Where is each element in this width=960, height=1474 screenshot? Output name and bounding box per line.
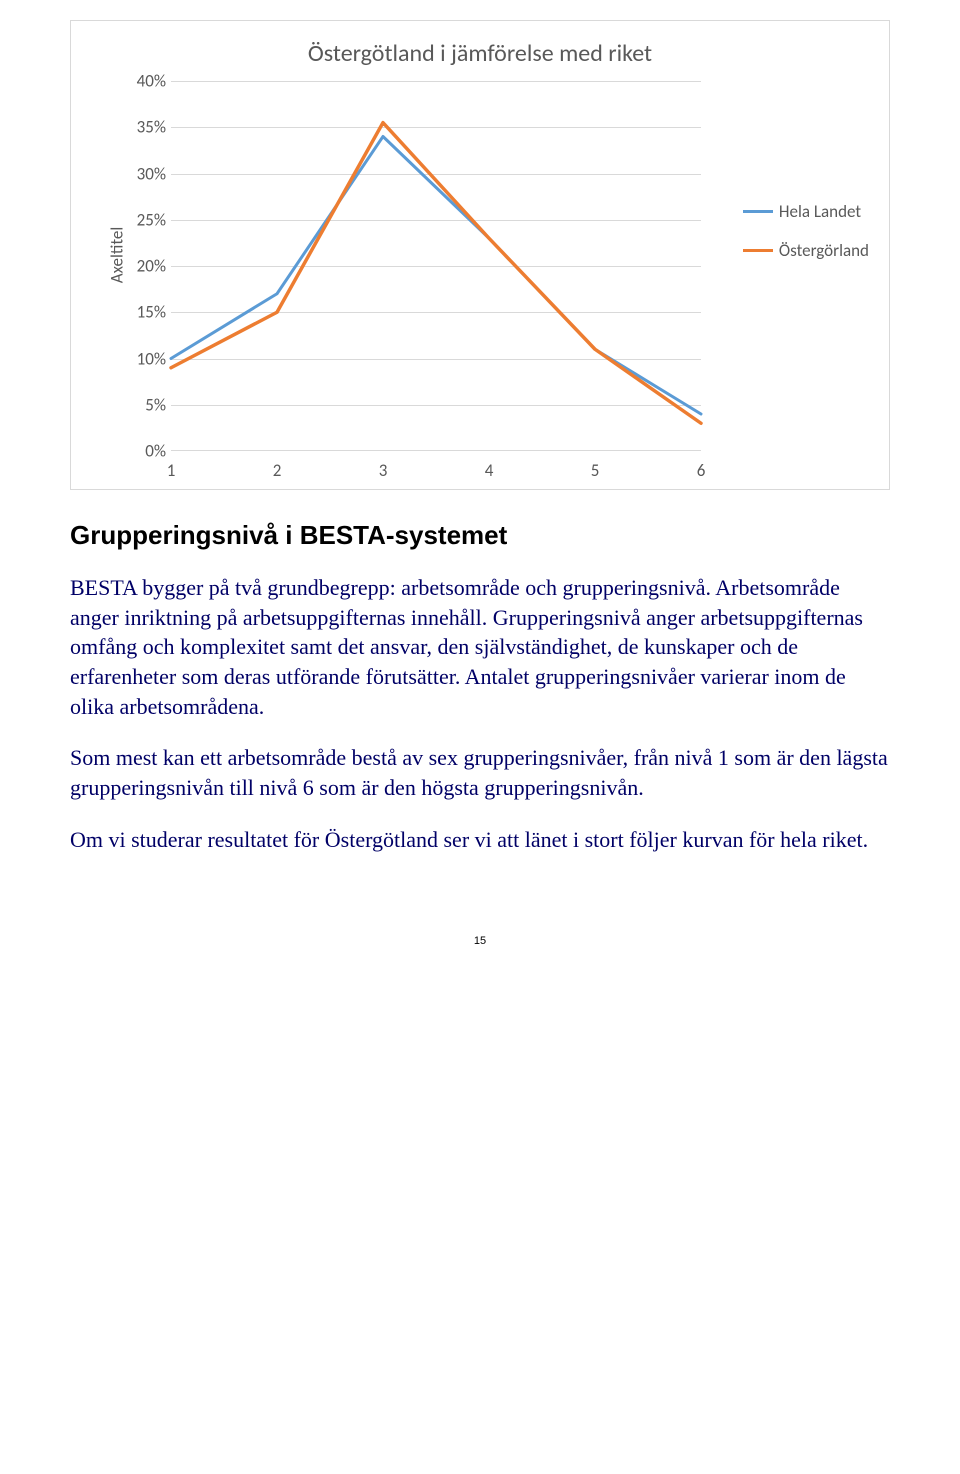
y-tick-label: 35% (121, 117, 166, 138)
x-tick-label: 5 (591, 460, 600, 481)
paragraph-0: BESTA bygger på två grundbegrepp: arbets… (70, 573, 890, 721)
x-tick-label: 1 (167, 460, 176, 481)
y-tick-label: 20% (121, 256, 166, 277)
legend-label-0: Hela Landet (779, 201, 861, 222)
x-tick-label: 2 (273, 460, 282, 481)
y-tick-label: 30% (121, 163, 166, 184)
chart-title: Östergötland i jämförelse med riket (308, 39, 652, 68)
chart-lines-svg (171, 81, 701, 451)
paragraph-2: Om vi studerar resultatet för Östergötla… (70, 825, 890, 855)
y-tick-label: 0% (121, 441, 166, 462)
section-heading: Grupperingsnivå i BESTA-systemet (70, 520, 890, 551)
legend-item-1: Östergörland (743, 240, 869, 261)
y-tick-label: 15% (121, 302, 166, 323)
legend: Hela Landet Östergörland (743, 201, 869, 279)
y-tick-label: 25% (121, 209, 166, 230)
legend-swatch-0 (743, 210, 773, 213)
y-tick-label: 40% (121, 71, 166, 92)
x-tick-label: 6 (697, 460, 706, 481)
legend-item-0: Hela Landet (743, 201, 869, 222)
page-number: 15 (70, 935, 890, 947)
y-tick-label: 5% (121, 394, 166, 415)
x-tick-label: 4 (485, 460, 494, 481)
y-tick-label: 10% (121, 348, 166, 369)
legend-swatch-1 (743, 249, 773, 253)
plot-area: 0%5%10%15%20%25%30%35%40% 123456 (171, 81, 701, 451)
chart-container: Östergötland i jämförelse med riket Axel… (70, 20, 890, 490)
x-tick-label: 3 (379, 460, 388, 481)
legend-label-1: Östergörland (779, 240, 869, 261)
paragraph-1: Som mest kan ett arbetsområde bestå av s… (70, 743, 890, 802)
series-line-1 (171, 123, 701, 424)
